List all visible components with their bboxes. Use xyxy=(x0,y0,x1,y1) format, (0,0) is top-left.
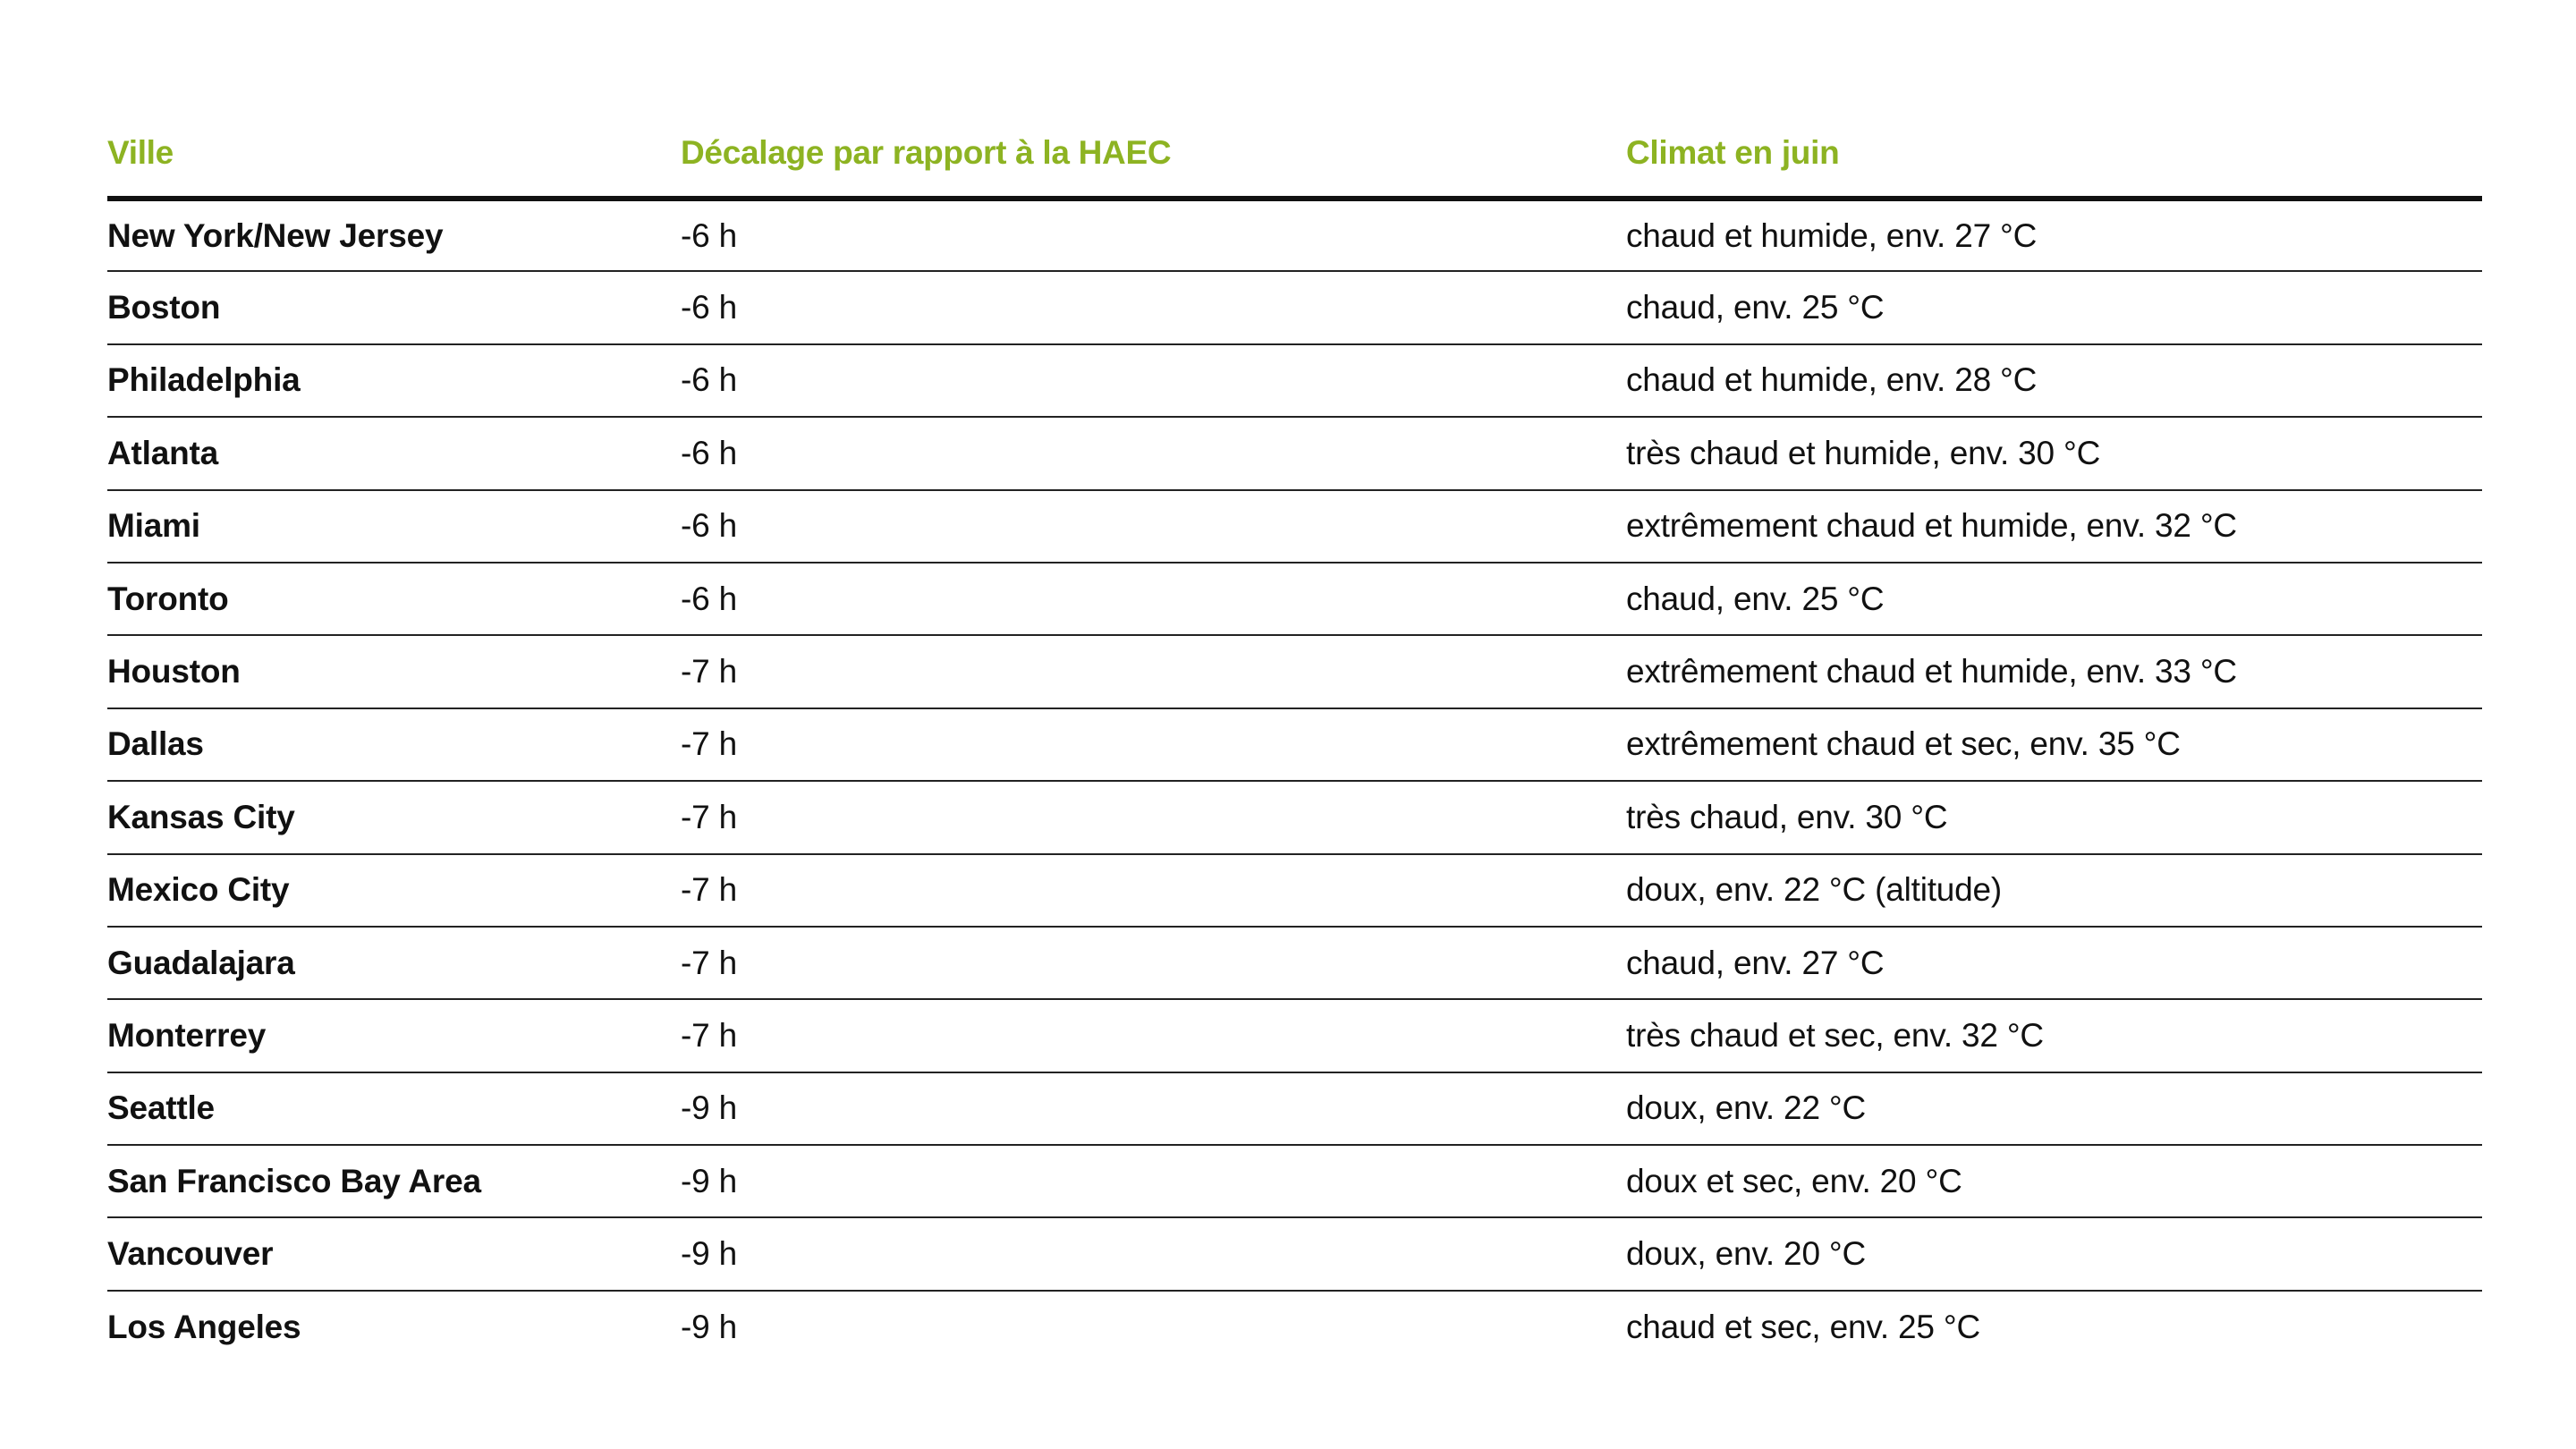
offset-cell: -7 h xyxy=(681,781,1626,855)
climate-cell: extrêmement chaud et humide, env. 33 °C xyxy=(1626,635,2482,709)
city-cell: Seattle xyxy=(107,1072,681,1147)
header-row: Ville Décalage par rapport à la HAEC Cli… xyxy=(107,116,2482,201)
city-climate-table: Ville Décalage par rapport à la HAEC Cli… xyxy=(107,116,2482,1363)
table-row: Miami -6 h extrêmement chaud et humide, en… xyxy=(107,489,2482,564)
offset-cell: -6 h xyxy=(681,489,1626,564)
offset-cell: -6 h xyxy=(681,417,1626,491)
city-cell: Monterrey xyxy=(107,999,681,1073)
city-cell: San Francisco Bay Area xyxy=(107,1145,681,1219)
table-row: Atlanta -6 h très chaud et humide, env. 30… xyxy=(107,417,2482,491)
city-cell: Vancouver xyxy=(107,1217,681,1292)
table-row: Seattle -9 h doux, env. 22 °C xyxy=(107,1072,2482,1147)
header-climate: Climat en juin xyxy=(1626,116,2482,201)
climate-cell: doux, env. 22 °C xyxy=(1626,1072,2482,1147)
table-row: New York/New Jersey -6 h chaud et humide, … xyxy=(107,199,2482,273)
city-cell: Houston xyxy=(107,635,681,709)
climate-cell: chaud, env. 25 °C xyxy=(1626,562,2482,637)
climate-cell: chaud et humide, env. 27 °C xyxy=(1626,199,2482,273)
offset-cell: -9 h xyxy=(681,1145,1626,1219)
climate-cell: doux, env. 22 °C (altitude) xyxy=(1626,853,2482,928)
offset-cell: -7 h xyxy=(681,926,1626,1001)
table-row: Toronto -6 h chaud, env. 25 °C xyxy=(107,562,2482,637)
city-cell: New York/New Jersey xyxy=(107,199,681,273)
offset-cell: -9 h xyxy=(681,1217,1626,1292)
climate-cell: très chaud, env. 30 °C xyxy=(1626,781,2482,855)
table-row: Mexico City -7 h doux, env. 22 °C (altitud… xyxy=(107,853,2482,928)
city-cell: Mexico City xyxy=(107,853,681,928)
city-cell: Los Angeles xyxy=(107,1309,301,1346)
climate-cell: chaud et humide, env. 28 °C xyxy=(1626,343,2482,419)
table-row: Houston -7 h extrêmement chaud et humide, … xyxy=(107,635,2482,709)
offset-cell: -6 h xyxy=(681,199,1626,273)
table-row: Boston -6 h chaud, env. 25 °C xyxy=(107,271,2482,345)
city-cell: Miami xyxy=(107,489,681,564)
table-row: Los Angeles -9 h chaud et sec, env. 25 °C xyxy=(107,1291,2482,1363)
climate-cell: très chaud et sec, env. 32 °C xyxy=(1626,999,2482,1073)
table-row: Guadalajara -7 h chaud, env. 27 °C xyxy=(107,926,2482,1001)
city-cell: Guadalajara xyxy=(107,926,681,1001)
climate-cell: extrêmement chaud et sec, env. 35 °C xyxy=(1626,708,2482,783)
offset-cell: -6 h xyxy=(681,271,1626,345)
climate-cell: chaud, env. 27 °C xyxy=(1626,926,2482,1001)
city-cell: Kansas City xyxy=(107,781,681,855)
table-body: New York/New Jersey -6 h chaud et humide, … xyxy=(107,199,2482,1363)
city-cell: Dallas xyxy=(107,708,681,783)
offset-cell: -7 h xyxy=(681,999,1626,1073)
table-row: Monterrey -7 h très chaud et sec, env. 32 … xyxy=(107,999,2482,1073)
offset-cell: -7 h xyxy=(681,708,1626,783)
climate-cell: doux, env. 20 °C xyxy=(1626,1217,2482,1292)
offset-cell: -6 h xyxy=(681,562,1626,637)
offset-cell: -9 h xyxy=(681,1072,1626,1147)
climate-cell: doux et sec, env. 20 °C xyxy=(1626,1145,2482,1219)
table-row: Philadelphia -6 h chaud et humide, env. 28… xyxy=(107,343,2482,419)
offset-cell: -7 h xyxy=(681,635,1626,709)
climate-cell: extrêmement chaud et humide, env. 32 °C xyxy=(1626,489,2482,564)
offset-cell: -9 h xyxy=(681,1309,737,1346)
city-cell: Atlanta xyxy=(107,417,681,491)
climate-cell: chaud et sec, env. 25 °C xyxy=(1626,1309,1980,1346)
table-row: Kansas City -7 h très chaud, env. 30 °C xyxy=(107,781,2482,855)
city-table-container: Ville Décalage par rapport à la HAEC Cli… xyxy=(107,116,2482,1363)
offset-cell: -7 h xyxy=(681,853,1626,928)
header-offset: Décalage par rapport à la HAEC xyxy=(681,116,1626,201)
table-row: Vancouver -9 h doux, env. 20 °C xyxy=(107,1217,2482,1292)
climate-cell: chaud, env. 25 °C xyxy=(1626,271,2482,345)
table-header: Ville Décalage par rapport à la HAEC Cli… xyxy=(107,116,2482,201)
city-cell: Boston xyxy=(107,271,681,345)
offset-cell: -6 h xyxy=(681,343,1626,419)
table-row: Dallas -7 h extrêmement chaud et sec, env.… xyxy=(107,708,2482,783)
header-city: Ville xyxy=(107,116,681,201)
table-row: San Francisco Bay Area -9 h doux et sec, e… xyxy=(107,1145,2482,1219)
city-cell: Toronto xyxy=(107,562,681,637)
climate-cell: très chaud et humide, env. 30 °C xyxy=(1626,417,2482,491)
city-cell: Philadelphia xyxy=(107,343,681,419)
